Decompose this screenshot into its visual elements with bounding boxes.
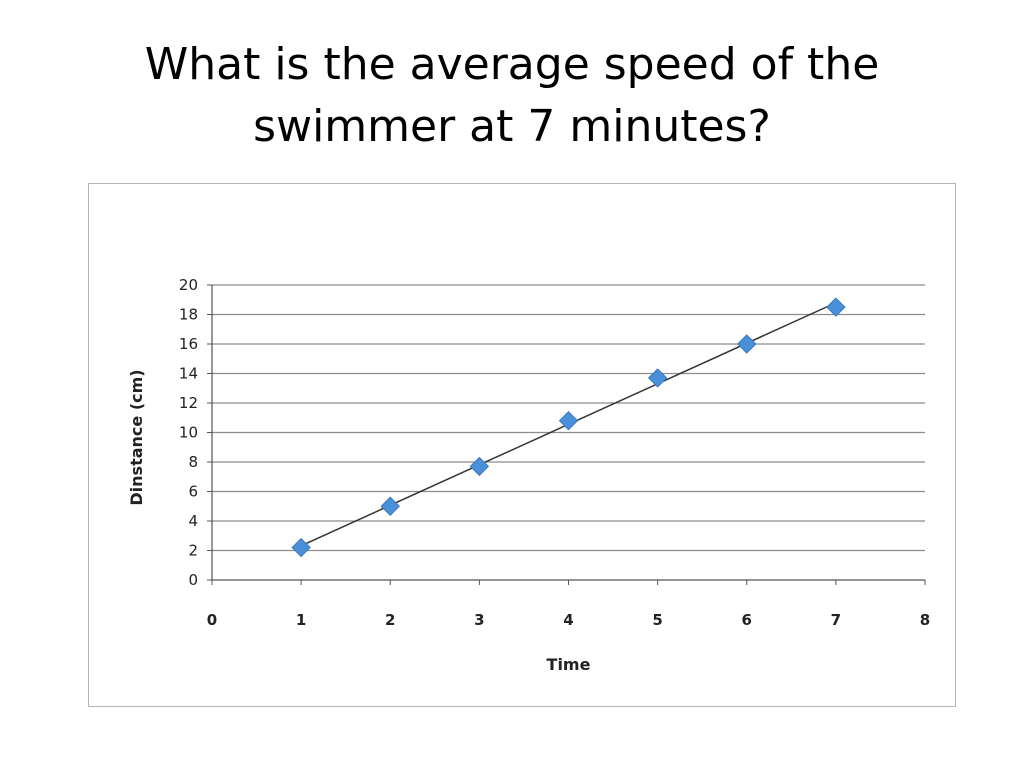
slide-title: What is the average speed of the swimmer… [0, 34, 1024, 158]
x-tick-label: 4 [563, 611, 573, 629]
x-tick-label: 7 [831, 611, 841, 629]
x-tick-label: 5 [652, 611, 662, 629]
x-tick-label: 6 [742, 611, 752, 629]
y-tick-label: 12 [179, 394, 198, 412]
x-tick-label: 8 [920, 611, 930, 629]
y-tick-label: 20 [179, 276, 198, 294]
x-tick-label: 0 [207, 611, 217, 629]
y-tick-label: 6 [188, 483, 198, 501]
chart-frame: 0 2 4 6 8 10 12 14 16 18 20 0 1 2 3 4 5 6 7 8 Time Dinstanc… [88, 183, 956, 707]
slide-title-line-2: swimmer at 7 minutes? [253, 101, 771, 152]
y-tick-label: 4 [188, 512, 198, 530]
y-tick-label: 16 [179, 335, 198, 353]
x-tick-label: 1 [296, 611, 306, 629]
y-tick-label: 10 [179, 424, 198, 442]
x-axis-title: Time [547, 655, 591, 674]
gridlines [212, 284, 925, 552]
y-tick-label: 0 [188, 571, 198, 589]
x-tick-label: 2 [385, 611, 395, 629]
data-point [826, 297, 846, 317]
x-tick-label: 3 [474, 611, 484, 629]
slide-title-line-1: What is the average speed of the [144, 39, 880, 90]
y-tick-label: 14 [179, 365, 198, 383]
data-point [380, 496, 400, 516]
data-point [291, 537, 311, 558]
axes [207, 284, 926, 585]
data-point [647, 368, 668, 388]
y-tick-label: 2 [188, 542, 198, 560]
y-axis-title: Dinstance (cm) [127, 369, 146, 505]
data-point [469, 456, 490, 477]
y-tick-label: 8 [188, 453, 198, 471]
y-tick-label: 18 [179, 306, 198, 324]
data-points [291, 297, 846, 558]
data-point [737, 334, 757, 354]
data-point [558, 410, 579, 431]
